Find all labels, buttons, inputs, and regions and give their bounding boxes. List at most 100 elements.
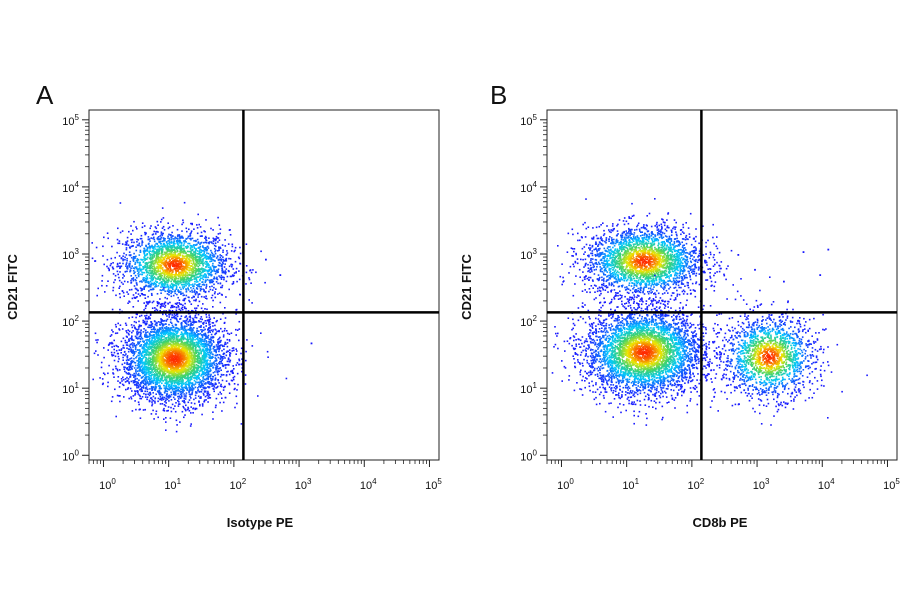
event-dot bbox=[154, 280, 157, 282]
event-dot bbox=[150, 282, 153, 285]
event-dot bbox=[219, 254, 221, 256]
event-dot bbox=[195, 341, 198, 344]
event-dot bbox=[167, 235, 169, 238]
event-dot bbox=[209, 318, 212, 320]
event-dot bbox=[185, 291, 188, 293]
event-dot bbox=[160, 281, 163, 283]
event-dot bbox=[145, 379, 147, 381]
event-dot bbox=[156, 253, 159, 256]
event-dot bbox=[149, 357, 151, 359]
event-dot bbox=[212, 229, 214, 231]
event-dot bbox=[178, 239, 181, 241]
event-dot bbox=[199, 279, 201, 281]
event-dot bbox=[208, 338, 210, 341]
event-dot bbox=[157, 270, 159, 273]
event-dot bbox=[196, 331, 198, 334]
event-dot bbox=[111, 342, 114, 345]
event-dot bbox=[194, 269, 197, 272]
event-dot bbox=[209, 266, 212, 268]
event-dot bbox=[153, 273, 155, 275]
event-dot bbox=[178, 280, 181, 282]
event-dot bbox=[108, 269, 110, 272]
event-dot bbox=[122, 283, 124, 285]
event-dot bbox=[133, 241, 135, 244]
event-dot bbox=[213, 267, 215, 269]
event-dot bbox=[137, 372, 140, 375]
event-dot bbox=[211, 362, 214, 364]
event-dot bbox=[136, 349, 139, 351]
event-dot bbox=[181, 308, 184, 311]
event-dot bbox=[186, 230, 188, 233]
event-dot bbox=[131, 326, 134, 329]
event-dot bbox=[100, 361, 103, 364]
event-dot bbox=[153, 283, 155, 286]
event-dot bbox=[151, 247, 154, 249]
event-dot bbox=[134, 256, 136, 258]
event-dot bbox=[155, 231, 157, 233]
event-dot bbox=[146, 276, 149, 279]
event-dot bbox=[213, 265, 216, 268]
event-dot bbox=[118, 293, 121, 295]
event-dot bbox=[144, 360, 147, 363]
event-dot bbox=[175, 272, 177, 275]
event-dot bbox=[176, 228, 179, 231]
event-dot bbox=[187, 246, 189, 248]
event-dot bbox=[191, 270, 193, 273]
event-dot bbox=[113, 348, 115, 351]
event-dot bbox=[187, 381, 190, 383]
event-dot bbox=[151, 279, 154, 282]
event-dot bbox=[164, 245, 167, 247]
event-dot bbox=[217, 216, 219, 219]
event-dot bbox=[166, 331, 169, 333]
event-dot bbox=[208, 351, 211, 354]
event-dot bbox=[175, 273, 178, 276]
event-dot bbox=[159, 259, 161, 262]
event-dot bbox=[182, 219, 184, 221]
event-dot bbox=[208, 290, 210, 293]
event-dot bbox=[197, 351, 199, 354]
event-dot bbox=[192, 344, 194, 347]
event-dot bbox=[211, 285, 213, 288]
event-dot bbox=[182, 327, 184, 330]
event-dot bbox=[166, 271, 168, 274]
event-dot bbox=[191, 372, 193, 375]
event-dot bbox=[143, 287, 145, 289]
event-dot bbox=[186, 246, 188, 248]
event-dot bbox=[152, 354, 155, 357]
event-dot bbox=[189, 247, 192, 249]
event-dot bbox=[213, 270, 216, 272]
event-dot bbox=[180, 281, 182, 284]
event-dot bbox=[205, 340, 207, 342]
event-dot bbox=[155, 255, 158, 257]
event-dot bbox=[129, 260, 132, 263]
event-dot bbox=[207, 331, 209, 334]
event-dot bbox=[191, 351, 193, 354]
event-dot bbox=[188, 370, 190, 373]
event-dot bbox=[194, 266, 196, 268]
event-dot bbox=[159, 369, 161, 372]
event-dot bbox=[194, 292, 197, 295]
event-dot bbox=[152, 278, 154, 280]
event-dot bbox=[128, 254, 131, 256]
event-dot bbox=[172, 294, 175, 297]
event-dot bbox=[178, 299, 181, 301]
event-dot bbox=[190, 251, 192, 254]
event-dot bbox=[180, 390, 183, 393]
event-dot bbox=[198, 223, 200, 226]
event-dot bbox=[188, 250, 190, 253]
event-dot bbox=[128, 368, 131, 370]
event-dot bbox=[118, 242, 121, 245]
event-dot bbox=[152, 395, 155, 398]
event-dot bbox=[220, 255, 223, 257]
event-dot bbox=[143, 257, 146, 260]
event-dot bbox=[139, 397, 141, 400]
event-dot bbox=[147, 370, 150, 372]
event-dot bbox=[207, 395, 210, 397]
event-dot bbox=[167, 374, 170, 376]
event-dot bbox=[144, 297, 147, 299]
event-dot bbox=[134, 271, 136, 273]
event-dot bbox=[186, 283, 188, 286]
event-dot bbox=[172, 238, 175, 240]
event-dot bbox=[172, 407, 175, 410]
event-dot bbox=[217, 233, 220, 235]
